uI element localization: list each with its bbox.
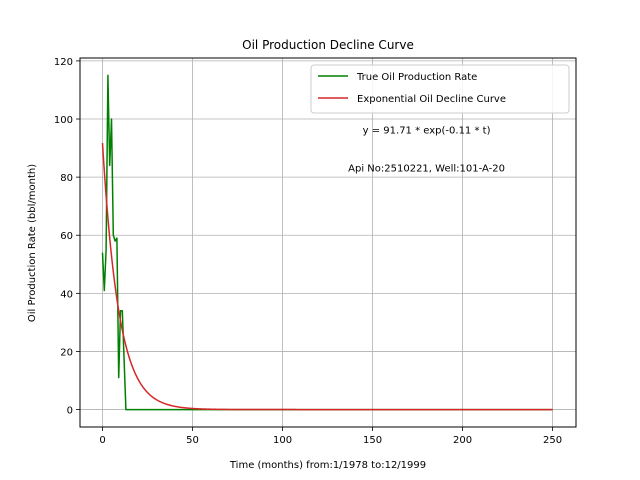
legend: True Oil Production Rate Exponential Oil… — [310, 64, 570, 114]
x-tick-label: 150 — [363, 435, 382, 446]
series-line-true-rate — [101, 74, 553, 411]
x-tick-label: 0 — [99, 435, 105, 446]
y-tick-label: 20 — [60, 347, 73, 358]
grid-lines — [80, 58, 576, 427]
equation-annotation: y = 91.71 * exp(-0.11 * t) — [363, 126, 491, 137]
x-tick-label: 200 — [453, 435, 472, 446]
y-tick-label: 120 — [54, 57, 73, 68]
well-annotation: Api No:2510221, Well:101-A-20 — [348, 163, 505, 174]
x-tick-label: 100 — [273, 435, 292, 446]
x-axis-ticks: 0 50 100 150 200 250 — [99, 427, 562, 446]
legend-box — [310, 64, 570, 114]
y-tick-label: 40 — [60, 289, 73, 300]
y-tick-label: 80 — [60, 173, 73, 184]
y-tick-label: 0 — [67, 406, 73, 417]
x-tick-label: 250 — [543, 435, 562, 446]
y-axis-ticks: 0 20 40 60 80 100 120 — [54, 57, 80, 417]
x-tick-label: 50 — [186, 435, 199, 446]
chart-title: Oil Production Decline Curve — [242, 38, 414, 52]
legend-label-true-rate: True Oil Production Rate — [356, 72, 477, 83]
y-axis-label: Oil Production Rate (bbl/month) — [27, 164, 38, 322]
y-tick-label: 60 — [60, 231, 73, 242]
series-layer — [101, 74, 553, 411]
series-line-decline-curve — [101, 143, 553, 411]
x-axis-label: Time (months) from:1/1978 to:12/1999 — [229, 460, 426, 471]
legend-label-decline-curve: Exponential Oil Decline Curve — [357, 94, 506, 105]
plot-frame — [79, 57, 577, 428]
y-tick-label: 100 — [54, 115, 73, 126]
plot-area — [80, 58, 576, 427]
